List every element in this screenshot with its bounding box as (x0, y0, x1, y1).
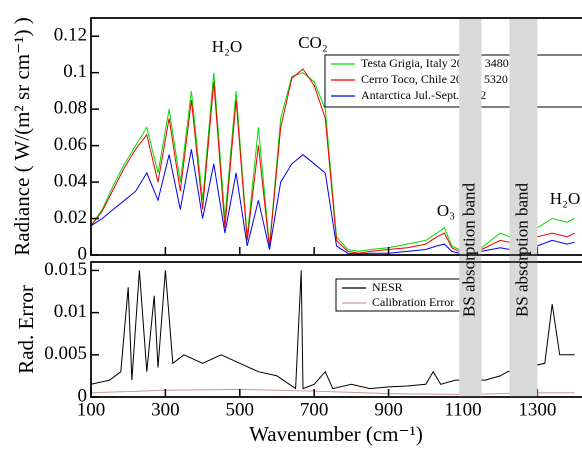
legend-label: NESR (372, 280, 403, 294)
legend-label: Calibration Error (372, 295, 454, 309)
y-tick-label: 0.04 (54, 170, 88, 191)
x-axis-title: Wavenumber (cm⁻¹) (249, 422, 423, 446)
absorption-band (459, 19, 482, 397)
legend-label: Antarctica Jul.-Sept. 2012 (361, 88, 486, 102)
x-tick-label: 900 (374, 399, 403, 420)
y-tick-label: 0.08 (54, 98, 87, 119)
legend-label: Cerro Toco, Chile 2009 - 5320 m (361, 72, 521, 86)
annotation: O₃ (437, 201, 455, 220)
absorption-band (509, 19, 538, 397)
y-tick-label: 0.005 (44, 343, 87, 364)
x-tick-label: 500 (226, 399, 255, 420)
band-label: BS absorption band (459, 182, 478, 317)
y-tick-label: 0.12 (54, 25, 87, 46)
y-tick-label: 0.1 (63, 61, 87, 82)
legend-label: Testa Grigia, Italy 2007 - 3480 m (361, 56, 522, 70)
x-tick-label: 300 (151, 399, 180, 420)
x-tick-label: 100 (77, 399, 106, 420)
plot-frame-top (90, 17, 582, 256)
y-axis-title: Radiance ( W/(m² sr cm⁻¹) ) (10, 17, 34, 255)
y-tick-label: 0.01 (54, 301, 87, 322)
annotation: H₂O (550, 189, 580, 208)
band-label: BS absorption band (512, 182, 531, 317)
x-tick-label: 1100 (444, 399, 481, 420)
annotation: H₂O (212, 37, 242, 56)
x-tick-label: 700 (300, 399, 329, 420)
y-tick-label: 0.02 (54, 207, 87, 228)
legend-box (324, 54, 582, 108)
x-tick-label: 1300 (518, 399, 556, 420)
legend-box (335, 278, 467, 312)
series-line (91, 388, 575, 396)
y-tick-label: 0 (78, 243, 88, 264)
y-tick-label: 0 (78, 385, 88, 406)
plot-frame-top (90, 261, 582, 398)
annotation: CO₂ (298, 33, 328, 52)
y-tick-label: 0.06 (54, 134, 87, 155)
y-axis-title: Rad. Error (14, 285, 38, 374)
series-line (91, 270, 575, 390)
y-tick-label: 0.015 (44, 259, 87, 280)
